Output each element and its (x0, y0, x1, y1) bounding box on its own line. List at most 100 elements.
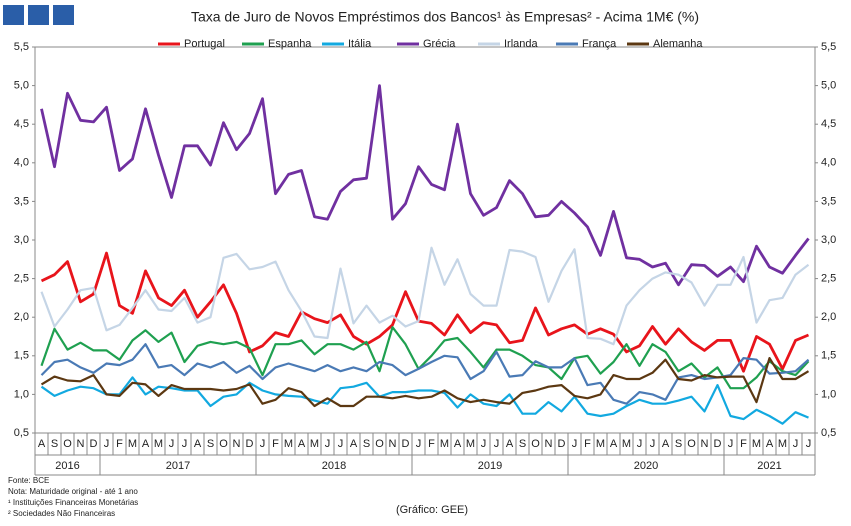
x-tick-label: S (51, 438, 58, 450)
year-label: 2018 (322, 460, 346, 472)
x-tick-label: S (675, 438, 682, 450)
logo-block (28, 5, 49, 25)
year-label: 2019 (478, 460, 502, 472)
x-tick-label: F (584, 438, 591, 450)
x-tick-label: A (142, 438, 150, 450)
x-tick-label: F (272, 438, 279, 450)
x-tick-label: J (650, 438, 656, 450)
x-tick-label: N (77, 438, 85, 450)
legend-label: Itália (348, 38, 372, 50)
y2-tick-label: 3,5 (821, 195, 836, 207)
y-tick-label: 1,0 (14, 388, 29, 400)
x-tick-label: J (169, 438, 175, 450)
x-tick-label: A (298, 438, 306, 450)
x-tick-label: J (338, 438, 344, 450)
x-tick-label: A (454, 438, 462, 450)
x-tick-label: D (714, 438, 722, 450)
x-tick-label: N (545, 438, 553, 450)
x-tick-label: O (687, 438, 696, 450)
y-tick-label: 3,5 (14, 195, 29, 207)
x-tick-label: O (219, 438, 228, 450)
source: Fonte: BCE (8, 476, 49, 485)
series-line (40, 251, 810, 373)
series-line (40, 343, 810, 405)
note: ² Sociedades Não Financeiras (8, 509, 115, 518)
x-tick-label: F (740, 438, 747, 450)
y2-tick-label: 3,0 (821, 234, 836, 246)
y2-tick-label: 2,0 (821, 311, 836, 323)
series-line (40, 246, 810, 346)
legend-label: França (582, 38, 617, 50)
x-tick-label: M (154, 438, 163, 450)
x-tick-label: O (531, 438, 540, 450)
x-tick-label: M (128, 438, 137, 450)
x-tick-label: D (246, 438, 254, 450)
x-tick-label: J (325, 438, 331, 450)
legend-label: Portugal (184, 38, 225, 50)
x-tick-label: M (778, 438, 787, 450)
x-tick-label: D (402, 438, 410, 450)
x-tick-label: M (440, 438, 449, 450)
y2-tick-label: 5,0 (821, 80, 836, 92)
series-line (40, 376, 809, 425)
x-tick-label: J (728, 438, 734, 450)
x-tick-label: M (466, 438, 475, 450)
x-tick-label: M (310, 438, 319, 450)
x-tick-label: N (701, 438, 709, 450)
y-tick-label: 3,0 (14, 234, 29, 246)
y2-tick-label: 0,5 (821, 427, 836, 439)
y-tick-label: 5,5 (14, 41, 29, 53)
y2-tick-label: 4,5 (821, 118, 836, 130)
x-tick-label: O (375, 438, 384, 450)
x-tick-label: F (428, 438, 435, 450)
x-tick-label: J (806, 438, 812, 450)
x-tick-label: A (194, 438, 202, 450)
series-line (40, 357, 810, 408)
y2-tick-label: 1,5 (821, 350, 836, 362)
y-tick-label: 0,5 (14, 427, 29, 439)
x-tick-label: O (63, 438, 72, 450)
x-tick-label: S (363, 438, 370, 450)
x-tick-label: M (622, 438, 631, 450)
x-tick-label: J (494, 438, 500, 450)
x-tick-label: S (519, 438, 526, 450)
year-label: 2020 (634, 460, 658, 472)
logo-block (53, 5, 74, 25)
x-tick-label: D (90, 438, 98, 450)
x-tick-label: M (596, 438, 605, 450)
note: ¹ Instituições Financeiras Monetárias (8, 498, 138, 507)
x-tick-label: J (793, 438, 799, 450)
plot-frame (34, 46, 816, 434)
year-label: 2016 (55, 460, 79, 472)
year-label: 2017 (166, 460, 190, 472)
y2-tick-label: 1,0 (821, 388, 836, 400)
x-tick-label: F (116, 438, 123, 450)
chart-title: Taxa de Juro de Novos Empréstimos dos Ba… (191, 9, 699, 25)
y-tick-label: 5,0 (14, 80, 29, 92)
note: Nota: Maturidade original - até 1 ano (8, 487, 138, 496)
x-tick-label: N (233, 438, 241, 450)
x-tick-label: J (572, 438, 578, 450)
x-tick-label: A (350, 438, 358, 450)
y-tick-label: 4,0 (14, 157, 29, 169)
y-tick-label: 4,5 (14, 118, 29, 130)
x-tick-label: A (506, 438, 514, 450)
y-tick-label: 2,5 (14, 273, 29, 285)
x-tick-label: S (207, 438, 214, 450)
logo-block (3, 5, 24, 25)
series-line (40, 84, 810, 287)
legend-label: Alemanha (653, 38, 703, 50)
series-line (40, 326, 810, 390)
x-tick-label: M (284, 438, 293, 450)
x-tick-label: M (752, 438, 761, 450)
legend-label: Irlanda (504, 38, 539, 50)
y2-tick-label: 2,5 (821, 273, 836, 285)
x-tick-label: A (766, 438, 774, 450)
y-tick-label: 1,5 (14, 350, 29, 362)
x-tick-label: J (260, 438, 266, 450)
x-tick-label: A (662, 438, 670, 450)
y2-tick-label: 5,5 (821, 41, 836, 53)
x-tick-label: A (38, 438, 46, 450)
x-tick-label: J (416, 438, 422, 450)
